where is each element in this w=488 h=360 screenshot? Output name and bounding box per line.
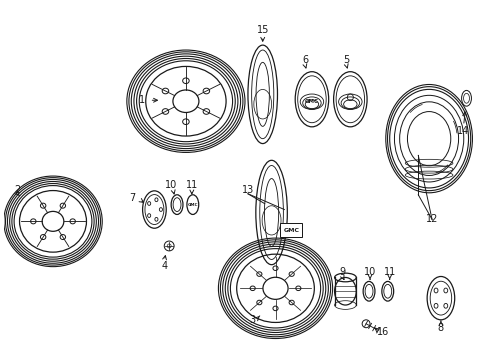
Text: 12: 12 — [425, 215, 437, 224]
Text: 5: 5 — [343, 55, 349, 65]
Text: GMC: GMC — [283, 228, 299, 233]
Text: 3: 3 — [248, 315, 254, 325]
Text: 6: 6 — [302, 55, 307, 65]
Text: 7: 7 — [129, 193, 136, 203]
Text: 14: 14 — [456, 126, 469, 136]
Text: 11: 11 — [185, 180, 198, 190]
Text: 10: 10 — [164, 180, 177, 190]
Text: 15: 15 — [256, 25, 268, 35]
Text: 10: 10 — [363, 266, 375, 276]
Text: 13: 13 — [242, 185, 254, 195]
Text: GMC: GMC — [187, 203, 198, 207]
FancyBboxPatch shape — [280, 223, 302, 237]
Text: 9: 9 — [339, 266, 345, 276]
Text: 1: 1 — [138, 95, 144, 105]
Text: 16: 16 — [376, 327, 388, 337]
Text: 2: 2 — [15, 185, 20, 195]
Text: 8: 8 — [437, 323, 443, 333]
Text: GMC: GMC — [305, 99, 318, 104]
Text: 4: 4 — [161, 261, 167, 271]
Text: 11: 11 — [383, 266, 395, 276]
